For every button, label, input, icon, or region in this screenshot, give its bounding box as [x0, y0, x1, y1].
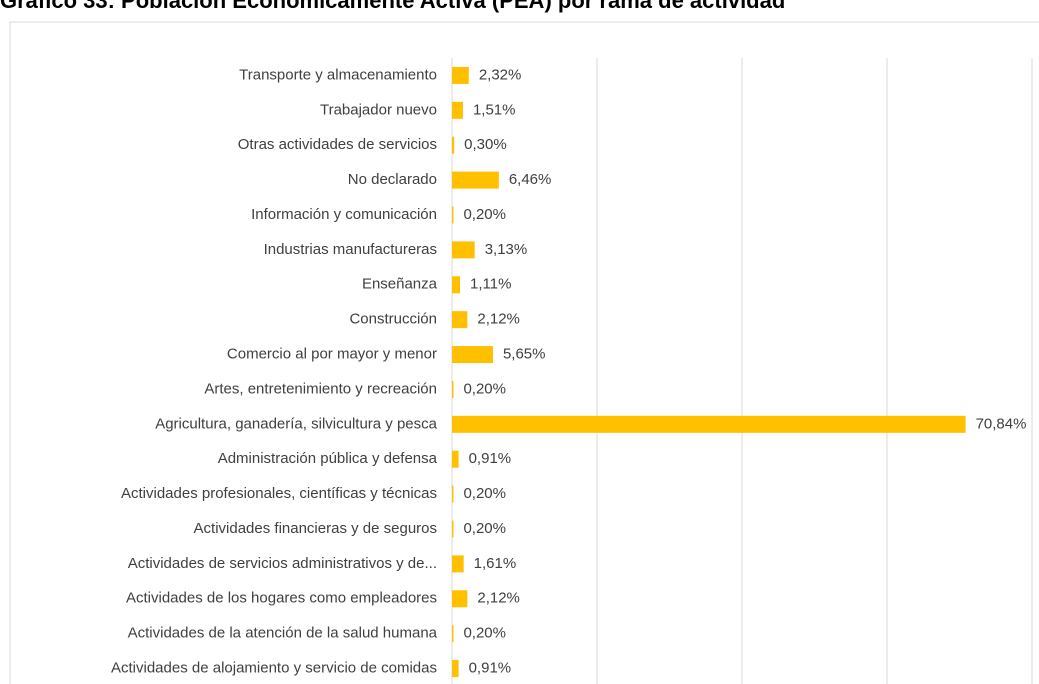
data-label: 0,20% [463, 380, 506, 397]
y-tick-label: Artes, entretenimiento y recreación [204, 380, 437, 397]
data-label: 1,51% [473, 101, 516, 118]
bar [452, 590, 468, 608]
y-tick-label: Agricultura, ganadería, silvicultura y p… [155, 415, 437, 432]
y-tick-label: Otras actividades de servicios [238, 136, 437, 153]
y-tick-label: Actividades de la atención de la salud h… [128, 625, 438, 642]
bar [452, 415, 966, 433]
data-label: 0,91% [469, 450, 512, 467]
y-tick-label: Actividades de alojamiento y servicio de… [111, 660, 437, 677]
bar [452, 450, 459, 468]
data-label: 2,32% [479, 66, 522, 83]
chart-border [9, 21, 1039, 684]
bar [452, 380, 454, 398]
chart-title: Gráfico 33: Población Económicamente Act… [0, 0, 785, 13]
y-tick-label: Información y comunicación [251, 206, 437, 223]
y-tick-label: Enseñanza [362, 276, 438, 293]
data-label: 2,12% [477, 311, 520, 328]
bar [452, 660, 459, 678]
data-label: 6,46% [509, 171, 552, 188]
y-tick-label: Administración pública y defensa [218, 450, 438, 467]
data-label: 0,91% [469, 660, 512, 677]
data-label: 0,20% [463, 485, 506, 502]
bar [452, 485, 454, 503]
bar [452, 136, 455, 154]
bar [452, 625, 454, 643]
y-tick-label: Actividades de los hogares como empleado… [126, 590, 437, 607]
bar [452, 101, 463, 119]
bar [452, 346, 493, 364]
bar [452, 206, 454, 224]
data-label: 0,20% [463, 206, 506, 223]
data-label: 0,20% [463, 625, 506, 642]
y-tick-label: Construcción [349, 311, 437, 328]
y-tick-label: Comercio al por mayor y menor [227, 346, 437, 363]
bar [452, 241, 475, 259]
bar [452, 311, 468, 329]
data-label: 1,61% [474, 555, 517, 572]
data-label: 0,30% [464, 136, 507, 153]
y-tick-label: Actividades profesionales, científicas y… [121, 485, 437, 502]
data-label: 0,20% [463, 520, 506, 537]
data-label: 70,84% [976, 415, 1027, 432]
y-tick-label: Transporte y almacenamiento [239, 66, 437, 83]
y-tick-label: Actividades financieras y de seguros [194, 520, 437, 537]
bar [452, 520, 454, 538]
data-label: 1,11% [470, 276, 511, 293]
data-label: 3,13% [485, 241, 528, 258]
bar [452, 555, 464, 573]
bar [452, 171, 499, 189]
data-label: 2,12% [477, 590, 520, 607]
y-tick-label: Actividades de servicios administrativos… [128, 555, 437, 572]
bar [452, 276, 461, 294]
data-label: 5,65% [503, 346, 546, 363]
y-tick-label: No declarado [348, 171, 437, 188]
bar [452, 66, 469, 84]
y-tick-label: Industrias manufactureras [264, 241, 437, 258]
y-tick-label: Trabajador nuevo [320, 101, 437, 118]
